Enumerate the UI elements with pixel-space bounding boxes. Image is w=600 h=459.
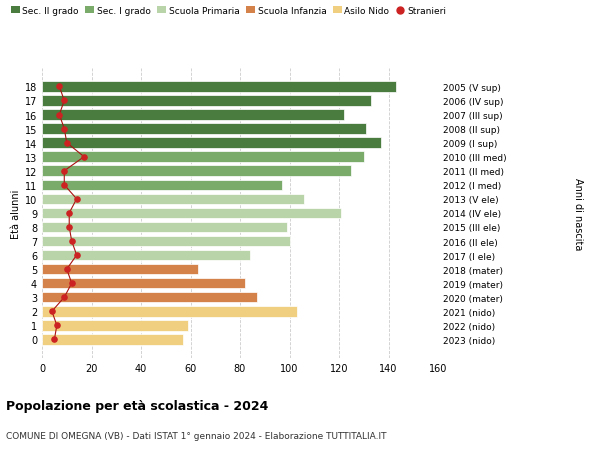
Bar [42,180,282,190]
Point [62,266,71,273]
Bar [42,194,304,205]
Bar [42,292,257,303]
Bar [42,82,396,93]
Point [67,280,77,287]
Bar [42,334,183,345]
Point [50,336,59,343]
Bar [42,250,250,261]
Text: COMUNE DI OMEGNA (VB) - Dati ISTAT 1° gennaio 2024 - Elaborazione TUTTITALIA.IT: COMUNE DI OMEGNA (VB) - Dati ISTAT 1° ge… [6,431,386,441]
Point [62,140,71,147]
Point [59,126,69,133]
Bar [42,110,344,121]
Point [47,308,57,315]
Y-axis label: Età alunni: Età alunni [11,189,20,238]
Point [59,98,69,105]
Point [55,112,64,119]
Bar [42,320,188,331]
Bar [42,96,371,106]
Text: Popolazione per età scolastica - 2024: Popolazione per età scolastica - 2024 [6,399,268,412]
Point [64,210,74,217]
Bar [42,264,198,275]
Bar [42,278,245,289]
Bar [42,138,381,149]
Bar [42,236,290,247]
Bar [42,208,341,218]
Point [79,154,89,161]
Point [67,238,77,245]
Bar [42,124,366,134]
Bar [42,166,352,177]
Point [72,196,82,203]
Point [52,322,62,329]
Point [55,84,64,91]
Bar [42,306,297,317]
Y-axis label: Anni di nascita: Anni di nascita [573,177,583,250]
Point [72,252,82,259]
Point [64,224,74,231]
Bar [42,222,287,233]
Point [59,168,69,175]
Point [59,182,69,189]
Legend: Sec. II grado, Sec. I grado, Scuola Primaria, Scuola Infanzia, Asilo Nido, Stran: Sec. II grado, Sec. I grado, Scuola Prim… [11,7,446,16]
Point [59,294,69,301]
Bar [42,152,364,162]
